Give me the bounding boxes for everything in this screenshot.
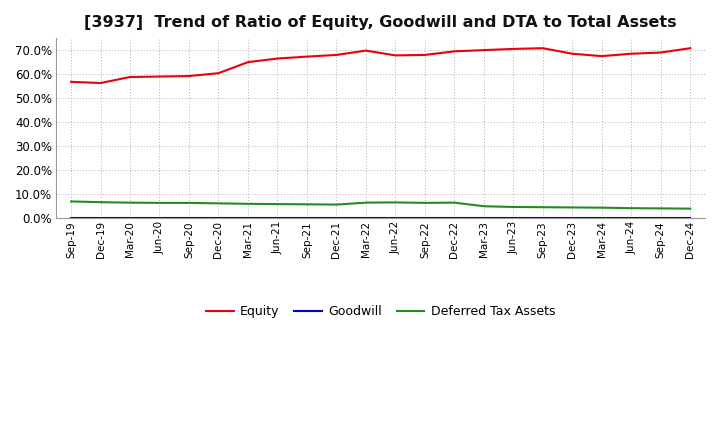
Goodwill <box>568 216 577 221</box>
Equity <box>627 51 636 56</box>
Deferred Tax Assets <box>243 201 252 206</box>
Deferred Tax Assets <box>96 199 105 205</box>
Goodwill <box>332 216 341 221</box>
Equity <box>450 49 459 54</box>
Deferred Tax Assets <box>509 204 518 209</box>
Goodwill <box>243 216 252 221</box>
Equity <box>539 46 547 51</box>
Goodwill <box>67 216 76 221</box>
Deferred Tax Assets <box>627 205 636 211</box>
Deferred Tax Assets <box>657 206 665 211</box>
Goodwill <box>126 216 135 221</box>
Deferred Tax Assets <box>184 200 193 205</box>
Equity <box>96 81 105 86</box>
Goodwill <box>598 216 606 221</box>
Deferred Tax Assets <box>598 205 606 210</box>
Equity <box>332 52 341 58</box>
Deferred Tax Assets <box>480 204 488 209</box>
Goodwill <box>361 216 370 221</box>
Goodwill <box>509 216 518 221</box>
Goodwill <box>686 216 695 221</box>
Goodwill <box>302 216 311 221</box>
Goodwill <box>96 216 105 221</box>
Goodwill <box>657 216 665 221</box>
Goodwill <box>480 216 488 221</box>
Deferred Tax Assets <box>420 200 429 205</box>
Goodwill <box>391 216 400 221</box>
Goodwill <box>627 216 636 221</box>
Equity <box>391 53 400 58</box>
Deferred Tax Assets <box>391 200 400 205</box>
Goodwill <box>273 216 282 221</box>
Equity <box>480 48 488 53</box>
Equity <box>273 56 282 61</box>
Goodwill <box>184 216 193 221</box>
Deferred Tax Assets <box>361 200 370 205</box>
Equity <box>509 46 518 51</box>
Legend: Equity, Goodwill, Deferred Tax Assets: Equity, Goodwill, Deferred Tax Assets <box>201 300 560 323</box>
Deferred Tax Assets <box>302 202 311 207</box>
Equity <box>568 51 577 56</box>
Title: [3937]  Trend of Ratio of Equity, Goodwill and DTA to Total Assets: [3937] Trend of Ratio of Equity, Goodwil… <box>84 15 677 30</box>
Goodwill <box>214 216 222 221</box>
Equity <box>243 59 252 65</box>
Equity <box>67 79 76 84</box>
Deferred Tax Assets <box>67 199 76 204</box>
Deferred Tax Assets <box>568 205 577 210</box>
Goodwill <box>539 216 547 221</box>
Equity <box>657 50 665 55</box>
Equity <box>184 73 193 79</box>
Equity <box>302 54 311 59</box>
Deferred Tax Assets <box>126 200 135 205</box>
Equity <box>420 52 429 58</box>
Deferred Tax Assets <box>450 200 459 205</box>
Equity <box>686 46 695 51</box>
Goodwill <box>420 216 429 221</box>
Equity <box>361 48 370 53</box>
Equity <box>214 70 222 76</box>
Deferred Tax Assets <box>156 200 164 205</box>
Deferred Tax Assets <box>686 206 695 211</box>
Line: Deferred Tax Assets: Deferred Tax Assets <box>71 202 690 209</box>
Deferred Tax Assets <box>273 202 282 207</box>
Equity <box>156 74 164 79</box>
Deferred Tax Assets <box>332 202 341 207</box>
Equity <box>126 74 135 80</box>
Line: Equity: Equity <box>71 48 690 83</box>
Equity <box>598 54 606 59</box>
Deferred Tax Assets <box>539 205 547 210</box>
Goodwill <box>450 216 459 221</box>
Goodwill <box>156 216 164 221</box>
Deferred Tax Assets <box>214 201 222 206</box>
